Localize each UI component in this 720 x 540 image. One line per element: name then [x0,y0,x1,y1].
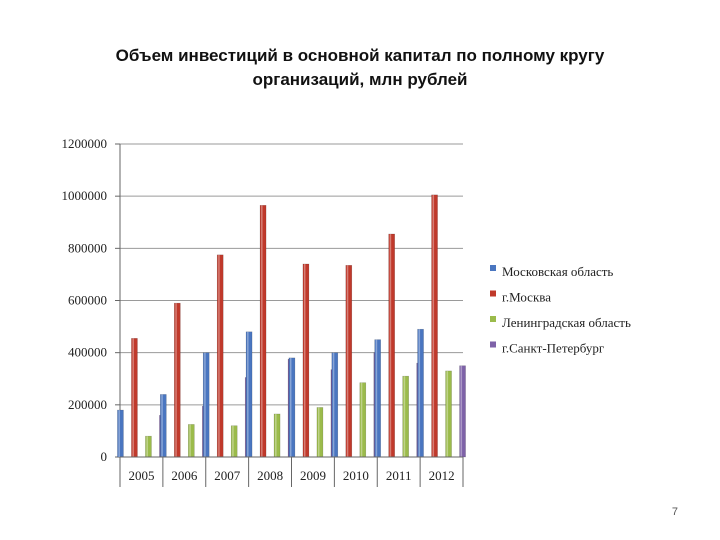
bar-highlight [460,365,463,457]
bar [459,365,466,458]
bar [302,263,310,458]
bar-highlight [204,352,206,457]
bar-highlight [418,329,421,457]
bar-highlight [189,424,191,457]
bar [188,424,195,458]
chart-title-line-2: организаций, млн рублей [252,70,468,89]
y-tick-label: 0 [101,449,108,464]
bar [316,407,324,458]
bar-highlight [247,331,249,457]
bar [417,328,424,458]
bar [374,339,381,458]
chart-title-line-1: Объем инвестиций в основной капитал по п… [115,46,605,65]
bar-highlight [146,436,148,457]
bar [273,413,281,458]
bar [230,425,238,458]
y-tick-label: 200000 [68,397,107,412]
bar [131,338,138,458]
bar-highlight [332,352,335,457]
bar [388,233,395,458]
legend-swatch [490,290,496,297]
bar-highlight [432,194,435,458]
chart-title: Объем инвестиций в основной капитал по п… [40,44,680,92]
bar [216,254,224,458]
bar-highlight [232,425,234,457]
bar [359,382,367,458]
bar [202,352,210,458]
legend-swatch [490,341,496,348]
page-number: 7 [671,506,678,518]
x-tick-label: 2012 [429,468,455,483]
legend-swatch [490,316,496,322]
y-tick-label: 600000 [68,293,107,308]
bar [117,409,124,458]
y-tick-label: 800000 [68,240,107,255]
bar [245,331,253,458]
bar-highlight [261,205,263,457]
legend-label: г.Санкт-Петербург [502,341,604,356]
bar [331,352,339,458]
x-tick-label: 2010 [343,468,369,483]
bar-highlight [346,265,349,457]
bar [431,194,438,458]
bar [288,357,296,458]
bar-highlight [218,254,220,457]
y-tick-label: 1000000 [62,188,108,203]
x-tick-label: 2011 [386,468,412,483]
bar-highlight [303,263,306,457]
bar [345,265,353,458]
bar-highlight [175,303,177,457]
bar-highlight [403,376,406,457]
bar-highlight [317,407,320,457]
bar [160,394,167,458]
bar-highlight [275,413,277,457]
x-tick-label: 2009 [300,468,326,483]
legend-label: г.Москва [502,290,551,305]
legend-label: Московская область [502,264,613,279]
bar-highlight [446,370,449,457]
x-tick-label: 2007 [214,468,241,483]
bar [145,435,152,458]
x-tick-label: 2006 [171,468,198,483]
bar [259,205,267,458]
bar [445,370,452,458]
bar-highlight [118,410,120,457]
bar [402,375,409,458]
bar-highlight [389,233,392,457]
legend-swatch [490,265,496,271]
y-tick-label: 1200000 [62,136,108,151]
bar-highlight [289,357,292,457]
bar-highlight [132,338,134,457]
x-tick-label: 2005 [128,468,154,483]
y-tick-label: 400000 [68,345,107,360]
x-tick-label: 2008 [257,468,283,483]
bar [174,302,181,458]
bar-highlight [161,394,163,457]
legend-label: Ленинградская область [502,315,631,330]
bar-highlight [360,382,363,457]
bar-highlight [375,339,378,457]
